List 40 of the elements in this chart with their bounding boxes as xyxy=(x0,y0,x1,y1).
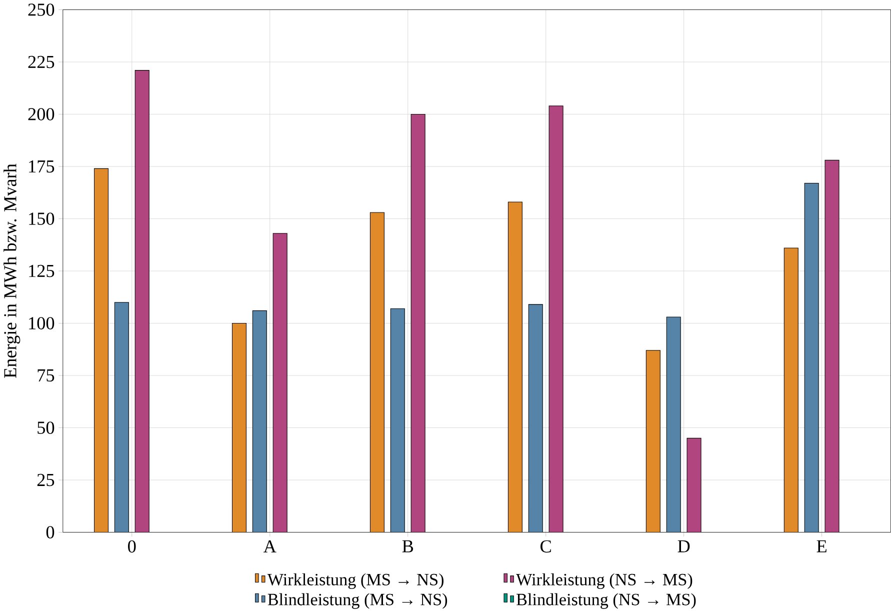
x-tick-label: C xyxy=(540,540,551,553)
y-tick-label: 75 xyxy=(38,369,54,382)
y-tick-label: 175 xyxy=(29,160,54,173)
y-tick-label: 125 xyxy=(29,264,54,278)
y-tick-label: 250 xyxy=(28,4,54,16)
bar xyxy=(548,106,564,532)
bar xyxy=(784,248,798,532)
bar xyxy=(508,202,522,532)
legend-label: Blindleistung (MS → NS) xyxy=(268,593,448,609)
bar xyxy=(272,233,288,532)
bar xyxy=(686,438,702,532)
bar xyxy=(114,302,129,532)
legend-label: Wirkleistung (MS → NS) xyxy=(267,573,444,589)
y-tick-label: 25 xyxy=(37,474,54,486)
legend-label: Blindleistung (NS → MS) xyxy=(516,593,696,609)
y-tick-label: 225 xyxy=(28,56,54,68)
x-tick-label: A xyxy=(263,540,276,552)
bar xyxy=(666,316,681,532)
bar xyxy=(824,160,840,532)
bar xyxy=(528,304,543,532)
y-tick-label: 100 xyxy=(29,317,54,330)
x-tick-label: D xyxy=(678,540,690,552)
bar xyxy=(94,168,109,532)
bar xyxy=(646,350,660,532)
x-tick-label: B xyxy=(402,540,414,552)
x-tick-label: E xyxy=(816,540,826,552)
y-tick-label: 50 xyxy=(38,422,54,434)
bar xyxy=(390,308,405,532)
bar xyxy=(410,114,426,532)
bar xyxy=(134,70,150,532)
y-tick-label: 150 xyxy=(29,212,54,225)
bar xyxy=(804,182,819,532)
x-tick-label: 0 xyxy=(128,540,136,553)
bar xyxy=(252,310,267,532)
legend-label: Wirkleistung (NS → MS) xyxy=(516,573,692,589)
y-axis-title: Energie in MWh bzw. Mvarh xyxy=(4,164,20,378)
y-tick-label: 0 xyxy=(46,526,54,538)
bar xyxy=(232,322,246,532)
y-tick-label: 200 xyxy=(28,108,54,120)
bar xyxy=(370,212,384,532)
